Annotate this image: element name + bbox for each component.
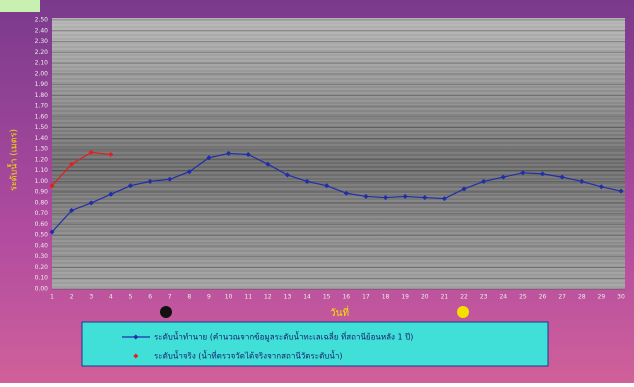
data-point — [363, 193, 369, 200]
y-tick-label: 1.10 — [35, 167, 49, 174]
x-tick-label: 24 — [499, 294, 507, 301]
x-tick-label: 23 — [480, 294, 488, 301]
series-line — [51, 151, 111, 187]
x-tick-label: 9 — [207, 294, 211, 301]
data-point — [69, 207, 75, 213]
data-point — [265, 161, 271, 167]
y-tick-label: 2.00 — [35, 70, 49, 77]
data-point — [127, 183, 134, 189]
y-tick-label: 1.20 — [35, 156, 49, 163]
y-tick-label: 0.40 — [35, 242, 49, 249]
y-tick-label: 0.20 — [35, 264, 49, 271]
y-tick-label: 1.00 — [35, 178, 49, 185]
x-tick-label: 14 — [303, 294, 311, 301]
y-tick-label: 2.20 — [35, 49, 49, 56]
data-point — [206, 155, 212, 161]
x-tick-label: 11 — [244, 294, 252, 301]
y-tick-label: 1.70 — [35, 103, 49, 110]
x-tick-label: 21 — [441, 294, 449, 301]
x-tick-label: 16 — [342, 294, 350, 301]
x-tick-label: 20 — [421, 294, 429, 301]
x-tick-label: 6 — [148, 294, 152, 301]
x-tick-label: 12 — [264, 294, 272, 301]
y-tick-label: 0.70 — [35, 210, 49, 217]
x-tick-label: 5 — [129, 294, 133, 301]
y-tick-label: 0.60 — [35, 221, 49, 228]
x-tick-label: 7 — [168, 294, 172, 301]
x-tick-label: 15 — [323, 294, 331, 301]
y-tick-label: 0.50 — [35, 232, 49, 239]
data-point — [147, 178, 153, 184]
y-tick-label: 2.40 — [35, 27, 49, 34]
data-point — [441, 196, 447, 202]
x-tick-label: 8 — [187, 294, 191, 301]
data-point — [49, 183, 55, 189]
y-tick-label: 2.30 — [35, 38, 49, 45]
x-tick-label: 1 — [50, 294, 54, 301]
legend — [81, 321, 549, 367]
y-tick-label: 1.80 — [35, 92, 49, 99]
x-tick-label: 27 — [558, 294, 566, 301]
grid — [52, 19, 625, 290]
full-moon-icon — [457, 306, 469, 318]
plot-texture — [52, 18, 625, 289]
data-point — [245, 151, 251, 158]
data-point — [559, 174, 565, 180]
legend-label: ระดับน้ำทำนาย (คำนวณจากข้อมูลระดับน้ำทะเ… — [154, 331, 413, 343]
data-point — [108, 191, 114, 197]
y-tick-label: 0.00 — [35, 286, 49, 293]
data-point — [108, 151, 114, 158]
data-point — [284, 172, 290, 178]
legend-marker — [133, 353, 139, 359]
y-tick-label: 1.90 — [35, 81, 49, 88]
data-point — [88, 149, 94, 155]
data-point — [88, 200, 94, 206]
data-point — [383, 194, 389, 201]
x-tick-label: 10 — [225, 294, 233, 301]
data-point — [186, 169, 192, 175]
legend-entries: ระดับน้ำทำนาย (คำนวณจากข้อมูลระดับน้ำทะเ… — [122, 331, 413, 361]
y-tick-label: 2.50 — [35, 17, 49, 24]
y-tick-label: 0.10 — [35, 275, 49, 282]
x-tick-label: 28 — [578, 294, 586, 301]
x-tick-label: 25 — [519, 294, 527, 301]
data-point — [69, 161, 75, 167]
x-axis-title: วันที่ — [330, 305, 349, 319]
x-tick-label: 18 — [382, 294, 390, 301]
data-point — [304, 178, 310, 184]
data-point — [579, 178, 585, 184]
x-tick-label: 3 — [89, 294, 93, 301]
new-moon-icon — [160, 306, 172, 318]
x-tick-label: 13 — [284, 294, 292, 301]
data-point — [481, 178, 487, 184]
y-tick-label: 1.50 — [35, 124, 49, 131]
corner-tab — [0, 0, 40, 12]
series-line — [51, 152, 622, 233]
y-tick-label: 0.90 — [35, 189, 49, 196]
x-tick-label: 2 — [70, 294, 74, 301]
legend-label: ระดับน้ำจริง (น้ำที่ตรวจวัดได้จริงจากสถา… — [154, 350, 342, 361]
y-tick-label: 2.10 — [35, 60, 49, 67]
x-tick-label: 29 — [598, 294, 606, 301]
x-tick-label: 30 — [617, 294, 625, 301]
data-point — [324, 183, 330, 189]
data-point — [226, 150, 232, 156]
y-tick-label: 0.30 — [35, 253, 49, 260]
data-point — [598, 184, 604, 190]
data-point — [167, 176, 173, 182]
y-tick-label: 0.80 — [35, 199, 49, 206]
x-tick-label: 19 — [401, 294, 409, 301]
y-tick-label: 1.30 — [35, 146, 49, 153]
x-tick-label: 4 — [109, 294, 113, 301]
y-tick-label: 1.60 — [35, 113, 49, 120]
data-point — [461, 186, 467, 192]
legend-marker — [133, 334, 139, 340]
x-tick-label: 22 — [460, 294, 468, 301]
x-tick-label: 17 — [362, 294, 370, 301]
y-axis-title: ระดับน้ำ (เมตร) — [7, 129, 20, 191]
x-tick-label: 26 — [539, 294, 547, 301]
y-tick-label: 1.40 — [35, 135, 49, 142]
